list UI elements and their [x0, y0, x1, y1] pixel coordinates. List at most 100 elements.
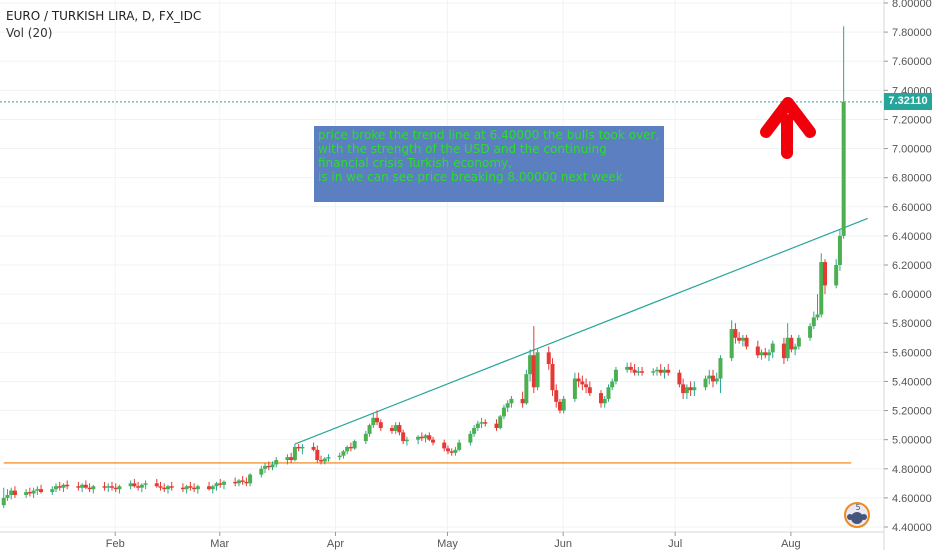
- candle[interactable]: [625, 362, 630, 373]
- candle[interactable]: [770, 340, 775, 359]
- candle[interactable]: [707, 369, 712, 385]
- candle[interactable]: [759, 349, 764, 360]
- candle[interactable]: [822, 259, 827, 295]
- candle[interactable]: [259, 465, 264, 478]
- candle[interactable]: [352, 439, 357, 450]
- candle[interactable]: [12, 486, 17, 498]
- candle[interactable]: [427, 432, 432, 442]
- candle[interactable]: [587, 381, 592, 396]
- candle[interactable]: [572, 372, 577, 402]
- candle[interactable]: [457, 439, 462, 452]
- candle[interactable]: [296, 444, 301, 452]
- candle[interactable]: [628, 362, 633, 373]
- candle[interactable]: [640, 366, 645, 376]
- candle[interactable]: [76, 481, 81, 491]
- candle[interactable]: [113, 483, 118, 493]
- candle[interactable]: [677, 369, 682, 388]
- candle[interactable]: [498, 414, 503, 430]
- candle[interactable]: [841, 26, 846, 239]
- candle[interactable]: [102, 481, 107, 491]
- candle[interactable]: [24, 489, 29, 498]
- candle[interactable]: [35, 486, 40, 495]
- trend-line[interactable]: [294, 217, 868, 445]
- candle[interactable]: [192, 483, 197, 493]
- candle[interactable]: [431, 436, 436, 446]
- candle[interactable]: [162, 483, 167, 493]
- candle[interactable]: [819, 253, 824, 318]
- candle[interactable]: [404, 436, 409, 446]
- candle[interactable]: [143, 480, 148, 490]
- candle[interactable]: [80, 483, 85, 493]
- candle[interactable]: [248, 473, 253, 487]
- candle[interactable]: [554, 384, 559, 408]
- candle[interactable]: [535, 349, 540, 391]
- candle[interactable]: [319, 455, 324, 465]
- candle[interactable]: [684, 384, 689, 399]
- candle[interactable]: [154, 478, 159, 488]
- candle[interactable]: [423, 433, 428, 443]
- candle[interactable]: [740, 334, 745, 347]
- candle[interactable]: [781, 337, 786, 364]
- candle[interactable]: [442, 439, 447, 452]
- candle[interactable]: [106, 483, 111, 493]
- candle[interactable]: [468, 430, 473, 446]
- candle[interactable]: [509, 396, 514, 408]
- candle[interactable]: [688, 381, 693, 396]
- candle[interactable]: [531, 326, 536, 394]
- candle[interactable]: [793, 343, 798, 356]
- candle[interactable]: [479, 417, 484, 429]
- candle[interactable]: [681, 378, 686, 399]
- candle[interactable]: [158, 481, 163, 491]
- candle[interactable]: [501, 404, 506, 420]
- candle[interactable]: [733, 323, 738, 344]
- candle[interactable]: [613, 366, 618, 385]
- candle[interactable]: [233, 477, 238, 487]
- candle[interactable]: [180, 483, 185, 493]
- candle[interactable]: [337, 452, 342, 461]
- candle[interactable]: [658, 363, 663, 376]
- candle[interactable]: [326, 454, 331, 462]
- candle[interactable]: [363, 430, 368, 445]
- candle[interactable]: [210, 484, 215, 494]
- candle[interactable]: [602, 396, 607, 408]
- candle[interactable]: [393, 422, 398, 434]
- candle[interactable]: [109, 481, 114, 491]
- candle[interactable]: [703, 375, 708, 391]
- candle[interactable]: [300, 444, 305, 455]
- candle[interactable]: [292, 444, 297, 462]
- candle[interactable]: [711, 369, 716, 388]
- candle[interactable]: [378, 419, 383, 431]
- candle[interactable]: [65, 480, 70, 490]
- candle[interactable]: [1, 487, 6, 509]
- candle[interactable]: [744, 334, 749, 350]
- candle[interactable]: [371, 413, 376, 429]
- candle[interactable]: [524, 369, 529, 405]
- candle[interactable]: [837, 230, 842, 271]
- candle[interactable]: [57, 481, 62, 491]
- candle[interactable]: [341, 449, 346, 459]
- candle[interactable]: [39, 484, 44, 494]
- candle[interactable]: [737, 331, 742, 344]
- candle[interactable]: [401, 429, 406, 445]
- candle[interactable]: [240, 476, 245, 485]
- candle[interactable]: [214, 481, 219, 491]
- annotation-box[interactable]: price broke the trend line at 6.40000 th…: [314, 126, 664, 202]
- candle[interactable]: [53, 483, 58, 493]
- candle[interactable]: [274, 457, 279, 468]
- candle[interactable]: [221, 480, 226, 490]
- candle[interactable]: [136, 481, 141, 491]
- candle[interactable]: [763, 347, 768, 359]
- candle[interactable]: [83, 480, 88, 490]
- candle[interactable]: [389, 425, 394, 434]
- candle[interactable]: [266, 461, 271, 471]
- candle[interactable]: [520, 391, 525, 408]
- candle[interactable]: [815, 294, 820, 321]
- candle[interactable]: [87, 483, 92, 493]
- candle[interactable]: [195, 484, 200, 494]
- candle[interactable]: [322, 457, 327, 465]
- candle[interactable]: [599, 390, 604, 408]
- candle[interactable]: [236, 478, 241, 487]
- candle[interactable]: [546, 346, 551, 370]
- candle[interactable]: [445, 445, 450, 455]
- candle[interactable]: [315, 445, 320, 463]
